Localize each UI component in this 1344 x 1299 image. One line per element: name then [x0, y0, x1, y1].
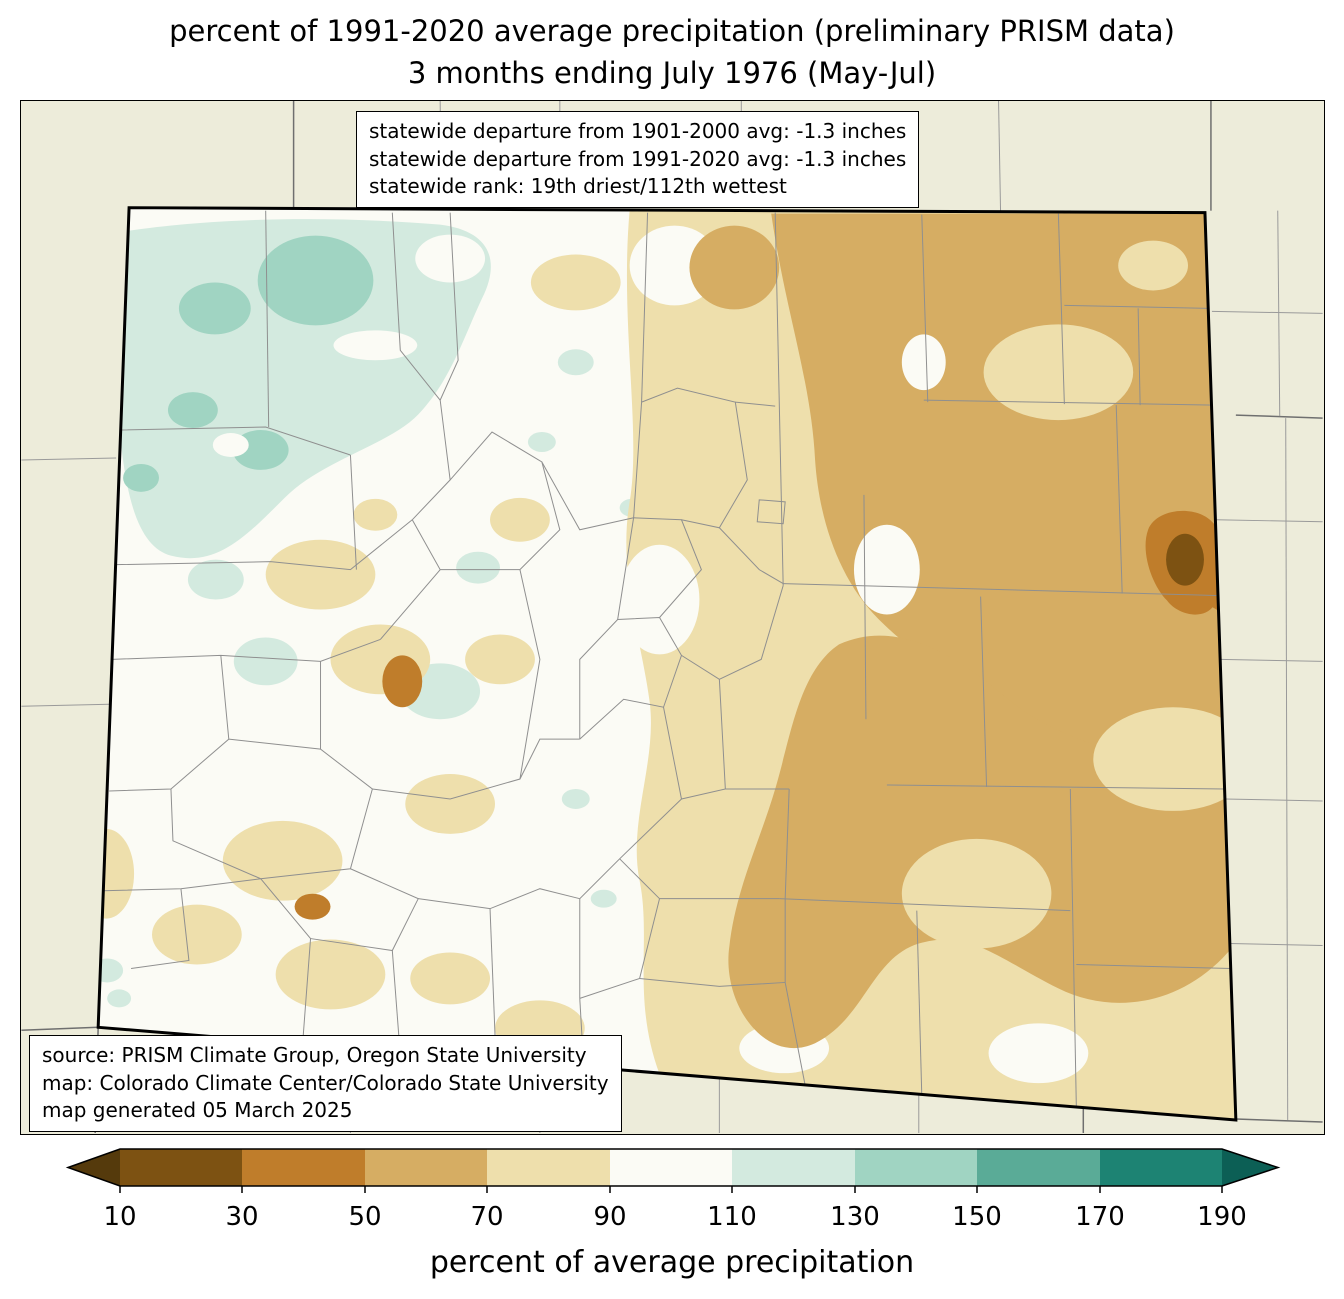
precip-blob	[465, 634, 535, 685]
statewide-stats-box: statewide departure from 1901-2000 avg: …	[356, 111, 920, 208]
precip-blob	[222, 820, 343, 901]
precip-blob	[353, 498, 398, 531]
colorbar-arrow-left	[68, 1149, 120, 1186]
precip-blob	[257, 235, 374, 326]
precip-blob	[410, 952, 491, 1005]
county-lines	[103, 210, 1231, 1107]
precip-blob	[415, 234, 486, 283]
precip-blob	[294, 893, 331, 920]
colorbar-tick-label: 170	[1075, 1202, 1125, 1232]
region-70-90-holes-east	[901, 240, 1236, 949]
precip-blob	[98, 958, 124, 983]
precip-blob	[901, 334, 946, 391]
colorbar-segment	[977, 1149, 1100, 1186]
precip-blob	[152, 904, 242, 965]
colorado-state-outline	[96, 206, 1238, 1122]
colorbar-segment	[120, 1149, 242, 1186]
map-frame: statewide departure from 1901-2000 avg: …	[20, 100, 1325, 1135]
precip-blob	[527, 432, 556, 452]
source-line-2: map: Colorado Climate Center/Colorado St…	[42, 1070, 609, 1095]
precip-blob	[853, 524, 920, 615]
precip-blob	[590, 889, 617, 908]
precip-blob	[98, 828, 135, 919]
colorbar-tick-label: 130	[830, 1202, 880, 1232]
precip-blob	[988, 1023, 1089, 1084]
title-line-1: percent of 1991-2020 average precipitati…	[169, 14, 1175, 48]
precip-blob	[405, 774, 496, 834]
precip-blob	[178, 282, 251, 335]
title-line-2: 3 months ending July 1976 (May-Jul)	[407, 56, 937, 91]
region-90-110-holes-nw	[212, 234, 486, 457]
precip-blob	[983, 324, 1134, 421]
colorbar-tick-label: 70	[470, 1202, 503, 1232]
colorbar-segment	[610, 1149, 732, 1186]
source-line-1: source: PRISM Climate Group, Oregon Stat…	[42, 1043, 587, 1067]
colorbar-tick-label: 50	[348, 1202, 381, 1232]
colorbar-tick-label: 30	[225, 1202, 258, 1232]
precip-blob	[619, 544, 700, 655]
colorbar-tick-marks	[119, 1186, 1223, 1193]
colorbar-tick-label: 10	[103, 1202, 136, 1232]
precip-blob	[123, 463, 159, 492]
colorbar-segments	[68, 1149, 1278, 1186]
colorbar-segment	[365, 1149, 487, 1186]
source-credit-box: source: PRISM Climate Group, Oregon Stat…	[29, 1035, 622, 1132]
colorbar-arrow-right	[1222, 1149, 1278, 1186]
colorbar-segment	[732, 1149, 855, 1186]
colorbar: 10 30 50 70 90 110 130 150 170 190	[65, 1148, 1281, 1232]
precip-blob	[1118, 240, 1188, 291]
precip-blob	[275, 939, 386, 1010]
precip-blob	[901, 838, 1052, 949]
region-130-150-group	[123, 235, 374, 492]
precip-blob	[333, 330, 418, 361]
colorbar-segment	[1100, 1149, 1222, 1186]
colorbar-segment	[855, 1149, 977, 1186]
precip-blob	[561, 789, 590, 809]
colorbar-tick-label: 110	[707, 1202, 757, 1232]
precip-blob	[557, 349, 594, 376]
precip-blob	[212, 433, 249, 457]
precip-blob	[107, 989, 132, 1008]
region-90-110-holes-east	[853, 334, 946, 615]
source-line-3: map generated 05 March 2025	[42, 1098, 353, 1123]
colorbar-tick-label: 190	[1197, 1202, 1247, 1232]
stats-line-1: statewide departure from 1901-2000 avg: …	[369, 119, 907, 143]
region-10-30-group	[1166, 533, 1204, 586]
precip-blob	[530, 254, 621, 311]
precip-blob	[1166, 533, 1204, 586]
precip-blob	[233, 637, 298, 686]
precip-blob	[382, 655, 423, 708]
precip-blob	[1093, 707, 1236, 811]
colorbar-tick-label: 150	[952, 1202, 1002, 1232]
colorbar-tick-labels: 10 30 50 70 90 110 130 150 170 190	[103, 1202, 1246, 1232]
colorbar-segment	[487, 1149, 610, 1186]
colorado-precip-map	[21, 101, 1323, 1133]
colorbar-segment	[242, 1149, 365, 1186]
precip-blob	[167, 392, 218, 429]
colorbar-tick-label: 90	[593, 1202, 626, 1232]
precip-blob	[490, 497, 550, 542]
colorbar-axis-label: percent of average precipitation	[429, 1245, 915, 1280]
precip-blob	[689, 225, 780, 310]
stats-line-2: statewide departure from 1991-2020 avg: …	[369, 146, 907, 171]
stats-line-3: statewide rank: 19th driest/112th wettes…	[369, 174, 787, 199]
precip-blob	[265, 539, 376, 610]
precip-blob	[456, 551, 500, 584]
page-title: percent of 1991-2020 average precipitati…	[0, 10, 1344, 94]
precip-blob	[187, 559, 244, 600]
